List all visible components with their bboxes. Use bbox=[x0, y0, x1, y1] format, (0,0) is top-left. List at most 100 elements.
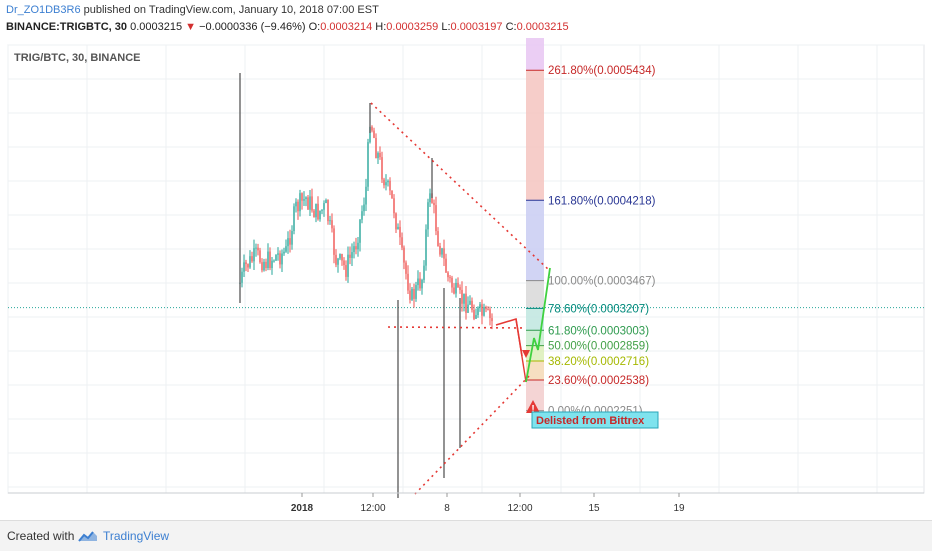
candle-body bbox=[435, 205, 437, 232]
candle-body bbox=[245, 262, 247, 265]
candle-body bbox=[359, 219, 361, 243]
delisted-label: Delisted from Bittrex bbox=[536, 415, 645, 427]
tradingview-link[interactable]: TradingView bbox=[103, 529, 170, 543]
x-tick-label: 12:00 bbox=[360, 503, 385, 514]
x-tick-label: 15 bbox=[588, 503, 600, 514]
fib-zone bbox=[526, 70, 544, 201]
candle-body bbox=[261, 262, 263, 271]
candle-body bbox=[269, 251, 271, 269]
up-projection-arrow bbox=[525, 267, 551, 383]
candle-body bbox=[383, 179, 385, 186]
fib-level-label: 261.80%(0.0005434) bbox=[548, 65, 656, 77]
candle-body bbox=[377, 153, 379, 159]
fib-level-label: 78.60%(0.0003207) bbox=[548, 303, 649, 315]
candle-body bbox=[443, 248, 445, 259]
candle-body bbox=[371, 126, 373, 131]
fib-zones bbox=[526, 38, 544, 411]
candle-body bbox=[347, 254, 349, 277]
created-with-label: Created with bbox=[7, 529, 75, 543]
candle-body bbox=[337, 258, 339, 265]
candle-body bbox=[393, 198, 395, 214]
candle-body bbox=[285, 246, 287, 252]
candle-body bbox=[345, 265, 347, 277]
candle-body bbox=[255, 247, 257, 249]
candle-body bbox=[303, 199, 305, 201]
warning-mark: ! bbox=[531, 404, 534, 415]
arrow-head bbox=[522, 350, 530, 358]
candle-body bbox=[353, 246, 355, 253]
publish-line: Dr_ZO1DB3R6 published on TradingView.com… bbox=[6, 4, 379, 16]
candle-body bbox=[449, 277, 451, 279]
open-label: O: bbox=[308, 21, 321, 33]
candle-body bbox=[251, 256, 253, 262]
candle-body bbox=[403, 247, 405, 263]
candle-body bbox=[471, 300, 473, 310]
candle-body bbox=[385, 182, 387, 186]
down-projection-arrow bbox=[515, 318, 527, 383]
candle-body bbox=[327, 200, 329, 222]
fib-zone bbox=[526, 379, 544, 411]
ohlc-line: BINANCE:TRIGBTC, 30 0.0003215 ▼ −0.00003… bbox=[6, 21, 569, 33]
candle-body bbox=[311, 196, 313, 211]
candle-body bbox=[483, 306, 485, 316]
x-tick-label: 19 bbox=[673, 503, 685, 514]
candles bbox=[239, 73, 493, 498]
candle-body bbox=[489, 309, 491, 319]
symbol-label: BINANCE:TRIGBTC, 30 bbox=[6, 21, 128, 33]
candle-body bbox=[413, 288, 415, 299]
open-value: 0.0003214 bbox=[320, 21, 373, 33]
candle-body bbox=[315, 203, 317, 218]
projection-arrows bbox=[495, 267, 551, 383]
candle-body bbox=[397, 226, 399, 230]
x-axis-ticks: 2018 12:00 8 12:00 15 19 bbox=[291, 493, 685, 514]
candle-body bbox=[323, 203, 325, 210]
fib-level-label: 100.00%(0.0003467) bbox=[548, 276, 656, 288]
candle-body bbox=[313, 210, 315, 218]
candle-body bbox=[389, 180, 391, 191]
candle-body bbox=[259, 250, 261, 263]
warning-icon: ! bbox=[526, 400, 540, 415]
candle-body bbox=[465, 293, 467, 313]
candle-body bbox=[461, 289, 463, 304]
candle-body bbox=[485, 306, 487, 310]
candle-body bbox=[387, 180, 389, 183]
tradingview-logo-icon bbox=[78, 531, 97, 542]
x-tick-label: 12:00 bbox=[507, 503, 532, 514]
candle-body bbox=[307, 197, 309, 210]
candle-body bbox=[451, 277, 453, 288]
candle-body bbox=[417, 278, 419, 286]
candle-body bbox=[321, 209, 323, 211]
fib-level-label: 23.60%(0.0002538) bbox=[548, 375, 649, 387]
author-link[interactable]: Dr_ZO1DB3R6 bbox=[6, 4, 81, 16]
candle-body bbox=[473, 309, 475, 319]
candle-body bbox=[349, 254, 351, 258]
candle-body bbox=[333, 228, 335, 255]
candle-body bbox=[243, 262, 245, 272]
fib-level-label: 161.80%(0.0004218) bbox=[548, 195, 656, 207]
candle-body bbox=[267, 251, 269, 269]
candle-body bbox=[437, 231, 439, 247]
candle-body bbox=[391, 190, 393, 199]
candle-body bbox=[419, 278, 421, 289]
candle-body bbox=[335, 254, 337, 265]
candle-body bbox=[365, 186, 367, 205]
chart-header: Dr_ZO1DB3R6 published on TradingView.com… bbox=[0, 0, 932, 38]
candle-body bbox=[369, 126, 371, 143]
candle-body bbox=[409, 290, 411, 300]
candle-body bbox=[361, 211, 363, 220]
candle-body bbox=[319, 210, 321, 220]
candle-body bbox=[423, 265, 425, 280]
candle-body bbox=[367, 142, 369, 187]
candle-body bbox=[479, 304, 481, 308]
candle-body bbox=[281, 253, 283, 265]
candle-body bbox=[463, 293, 465, 304]
low-value: 0.0003197 bbox=[450, 21, 503, 33]
price-chart[interactable]: TRIG/BTC, 30, BINANCE 423.60%(0.0007401)… bbox=[0, 38, 932, 520]
candle-body bbox=[283, 251, 285, 254]
down-arrow-icon: ▼ bbox=[185, 21, 197, 33]
x-tick-label: 2018 bbox=[291, 503, 314, 514]
candle-body bbox=[415, 285, 417, 299]
fib-zone bbox=[526, 280, 544, 309]
candle-body bbox=[445, 258, 447, 273]
candle-body bbox=[305, 197, 307, 200]
